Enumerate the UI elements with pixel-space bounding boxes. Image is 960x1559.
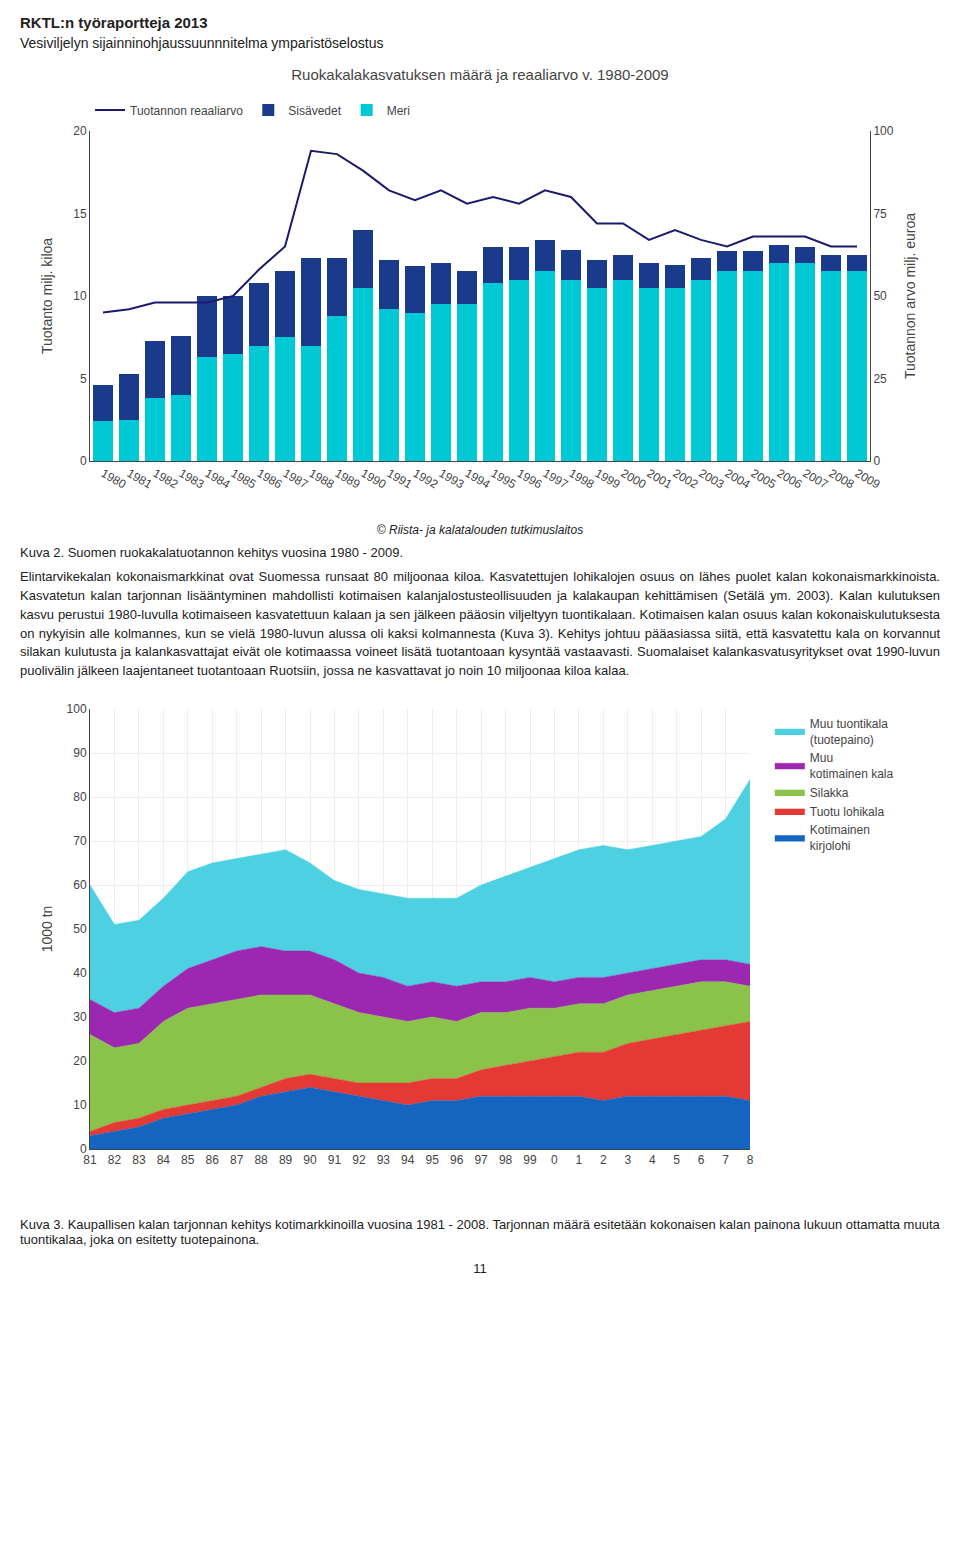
svg-text:7: 7	[722, 1153, 729, 1167]
svg-text:96: 96	[450, 1153, 464, 1167]
svg-text:90: 90	[303, 1153, 317, 1167]
svg-text:Muukotimainen kala: Muukotimainen kala	[810, 751, 894, 781]
svg-text:1994: 1994	[463, 466, 493, 492]
svg-text:99: 99	[523, 1153, 537, 1167]
svg-text:1997: 1997	[541, 466, 571, 492]
svg-text:1992: 1992	[411, 466, 441, 492]
svg-text:25: 25	[873, 372, 887, 386]
svg-text:Tuotu lohikala: Tuotu lohikala	[810, 805, 885, 819]
svg-text:2: 2	[600, 1153, 607, 1167]
svg-text:1982: 1982	[151, 466, 181, 492]
svg-text:0: 0	[80, 1142, 87, 1156]
html-text:RKTL:n työraportteja 2013: RKTL:n työraportteja 2013	[20, 14, 208, 31]
svg-text:Silakka: Silakka	[810, 786, 849, 800]
svg-text:15: 15	[73, 207, 87, 221]
svg-text:8: 8	[747, 1153, 754, 1167]
html-text:Kuva 2. Suomen ruokakalatuotan: Kuva 2. Suomen ruokakalatuotannon kehity…	[20, 545, 403, 560]
svg-text:1985: 1985	[229, 466, 259, 492]
svg-text:92: 92	[352, 1153, 366, 1167]
svg-text:0: 0	[873, 454, 880, 468]
svg-text:80: 80	[73, 790, 87, 804]
svg-text:20: 20	[73, 124, 87, 138]
svg-text:1986: 1986	[255, 466, 285, 492]
svg-text:70: 70	[73, 834, 87, 848]
html-text:11: 11	[473, 1261, 487, 1277]
svg-text:1981: 1981	[125, 466, 155, 492]
svg-text:1995: 1995	[489, 466, 519, 492]
svg-text:6: 6	[698, 1153, 705, 1167]
svg-text:85: 85	[181, 1153, 195, 1167]
svg-text:1980: 1980	[99, 466, 129, 492]
svg-text:88: 88	[254, 1153, 268, 1167]
svg-text:2003: 2003	[697, 466, 727, 492]
svg-text:97: 97	[474, 1153, 488, 1167]
svg-text:2009: 2009	[853, 466, 883, 492]
svg-text:95: 95	[426, 1153, 440, 1167]
svg-text:1993: 1993	[437, 466, 467, 492]
svg-text:5: 5	[673, 1153, 680, 1167]
svg-text:1989: 1989	[333, 466, 363, 492]
svg-text:5: 5	[80, 372, 87, 386]
svg-text:1: 1	[576, 1153, 583, 1167]
svg-text:87: 87	[230, 1153, 244, 1167]
svg-text:1984: 1984	[203, 466, 233, 492]
svg-text:Tuotannon reaaliarvo: Tuotannon reaaliarvo	[130, 104, 243, 118]
svg-text:Meri: Meri	[387, 104, 410, 118]
html-text:© Riista- ja kalatalouden tutk: © Riista- ja kalatalouden tutkimuslaitos	[376, 523, 584, 537]
svg-text:Tuotanto milj. kiloa: Tuotanto milj. kiloa	[39, 238, 55, 354]
svg-text:60: 60	[73, 878, 87, 892]
svg-text:82: 82	[108, 1153, 122, 1167]
svg-text:1996: 1996	[515, 466, 545, 492]
svg-text:2005: 2005	[749, 466, 779, 492]
svg-text:2004: 2004	[723, 466, 753, 492]
svg-text:2006: 2006	[775, 466, 805, 492]
html-text:Vesiviljelyn sijainninohjaussu: Vesiviljelyn sijainninohjaussuunnnitelma…	[20, 35, 384, 51]
svg-text:10: 10	[73, 1098, 87, 1112]
svg-text:2002: 2002	[671, 466, 701, 492]
svg-text:1988: 1988	[307, 466, 337, 492]
svg-text:Sisävedet: Sisävedet	[288, 104, 341, 118]
svg-text:83: 83	[132, 1153, 146, 1167]
svg-text:Muu tuontikala(tuotepaino): Muu tuontikala(tuotepaino)	[810, 717, 888, 747]
svg-text:86: 86	[206, 1153, 220, 1167]
svg-text:20: 20	[73, 1054, 87, 1068]
svg-text:91: 91	[328, 1153, 342, 1167]
svg-text:Tuotannon arvo milj. euroa: Tuotannon arvo milj. euroa	[902, 213, 918, 379]
svg-text:Kotimainenkirjolohi: Kotimainenkirjolohi	[810, 823, 870, 853]
svg-text:1990: 1990	[359, 466, 389, 492]
svg-text:10: 10	[73, 289, 87, 303]
svg-text:2007: 2007	[801, 466, 831, 492]
html-text:Elintarvikekalan kokonaismarkk: Elintarvikekalan kokonaismarkkinat ovat …	[20, 569, 940, 679]
svg-text:2008: 2008	[827, 466, 857, 492]
svg-text:40: 40	[73, 966, 87, 980]
svg-text:30: 30	[73, 1010, 87, 1024]
svg-text:2000: 2000	[619, 466, 649, 492]
svg-text:50: 50	[73, 922, 87, 936]
svg-text:89: 89	[279, 1153, 293, 1167]
svg-text:1991: 1991	[385, 466, 415, 492]
svg-text:84: 84	[157, 1153, 171, 1167]
svg-text:50: 50	[873, 289, 887, 303]
svg-text:1998: 1998	[567, 466, 597, 492]
svg-text:1987: 1987	[281, 466, 311, 492]
svg-text:0: 0	[551, 1153, 558, 1167]
svg-text:1999: 1999	[593, 466, 623, 492]
svg-text:93: 93	[377, 1153, 391, 1167]
svg-text:Ruokakalakasvatuksen määrä ja: Ruokakalakasvatuksen määrä ja reaaliarvo…	[291, 66, 668, 83]
svg-text:81: 81	[83, 1153, 97, 1167]
svg-text:1000 tn: 1000 tn	[39, 906, 55, 953]
svg-text:4: 4	[649, 1153, 656, 1167]
svg-text:100: 100	[873, 124, 893, 138]
svg-text:2001: 2001	[645, 466, 675, 492]
svg-text:3: 3	[624, 1153, 631, 1167]
svg-text:94: 94	[401, 1153, 415, 1167]
svg-text:100: 100	[67, 702, 87, 716]
html-text:Kuva 3. Kaupallisen kalan tarj: Kuva 3. Kaupallisen kalan tarjonnan kehi…	[20, 1217, 940, 1248]
svg-text:90: 90	[73, 746, 87, 760]
svg-text:1983: 1983	[177, 466, 207, 492]
svg-text:98: 98	[499, 1153, 513, 1167]
svg-text:75: 75	[873, 207, 887, 221]
svg-text:0: 0	[80, 454, 87, 468]
